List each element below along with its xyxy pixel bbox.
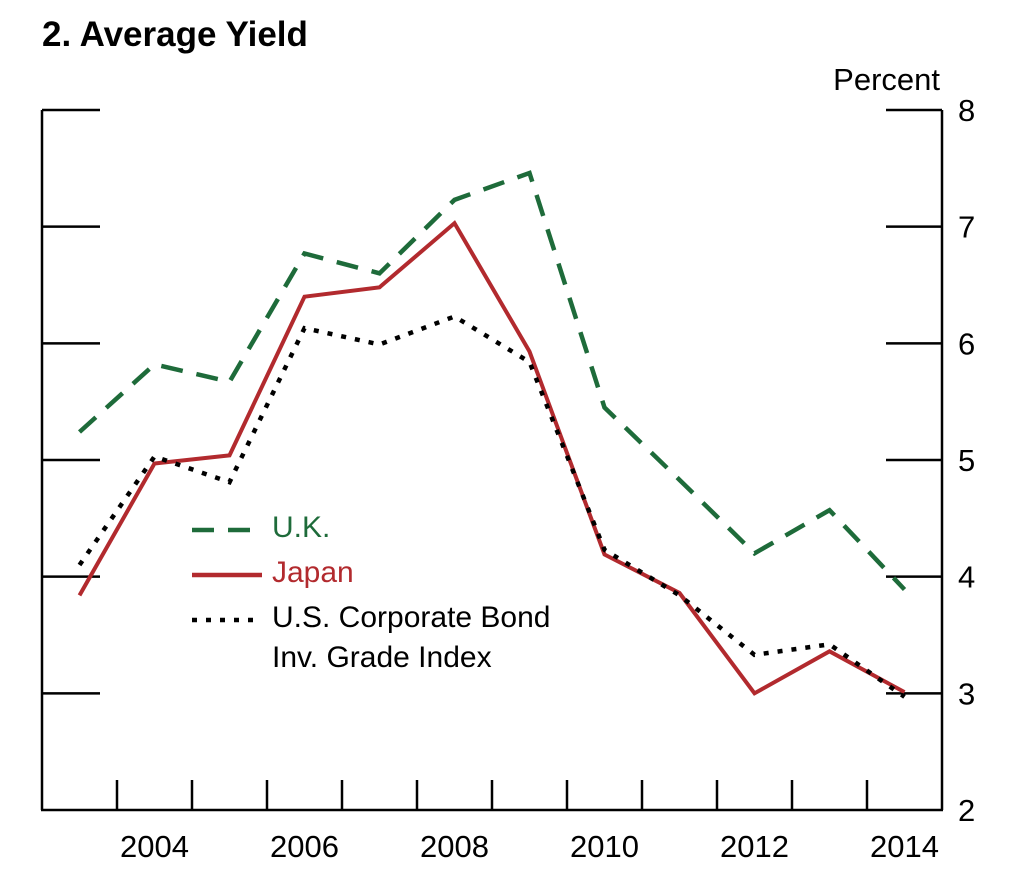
x-tick-label: 2008: [420, 829, 489, 864]
x-tick-label: 2010: [570, 829, 639, 864]
legend-label: U.K.: [272, 511, 331, 544]
y-tick-label: 5: [958, 443, 975, 478]
y-tick-label: 7: [958, 210, 975, 245]
y-tick-label: 8: [958, 93, 975, 128]
x-tick-label: 2012: [720, 829, 789, 864]
chart-title: 2. Average Yield: [42, 15, 308, 54]
y-tick-label: 2: [958, 793, 975, 828]
x-tick-label: 2014: [870, 829, 939, 864]
series-line: [77, 220, 906, 696]
x-tick-label: 2006: [270, 829, 339, 864]
x-tick-label: 2004: [120, 829, 189, 864]
y-tick-label: 6: [958, 326, 975, 361]
y-tick-label: 3: [958, 676, 975, 711]
series-line: [77, 170, 907, 592]
y-axis-label: Percent: [833, 62, 940, 97]
legend-label: U.S. Corporate Bond Inv. Grade Index: [272, 601, 551, 674]
series-line: [77, 314, 906, 699]
legend-label: Japan: [272, 556, 354, 589]
y-tick-label: 4: [958, 560, 975, 595]
